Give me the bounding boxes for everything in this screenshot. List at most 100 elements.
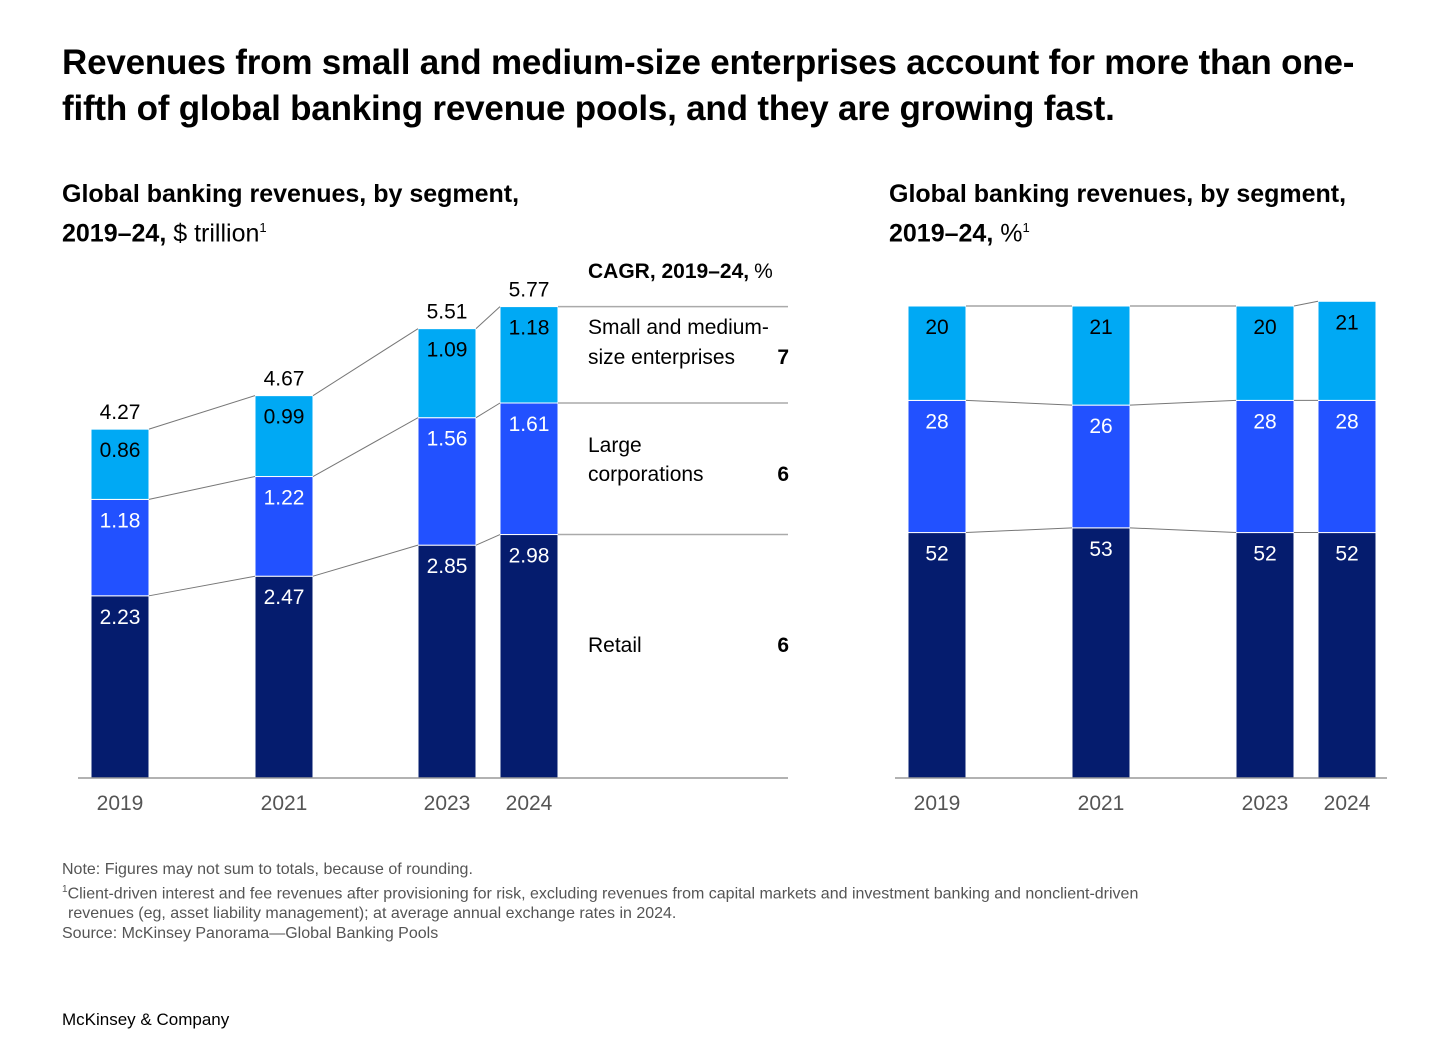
connector-line	[1129, 527, 1237, 534]
x-tick-2021: 2021	[1078, 792, 1125, 815]
connector-line	[475, 534, 501, 546]
note-text: Note: Figures may not sum to totals, bec…	[62, 861, 473, 878]
right-chart-title-years: 2019–24,	[889, 219, 994, 248]
bar-label-large-corp-2019: 28	[925, 410, 948, 433]
connector-line	[1129, 399, 1237, 406]
total-label-2019: 4.27	[100, 401, 141, 424]
source-text: Source: McKinsey Panorama—Global Banking…	[62, 925, 439, 943]
cagr-header-unit: %	[754, 260, 773, 283]
bar-label-sme-2019: 0.86	[100, 439, 141, 462]
bar-label-sme-2024: 21	[1335, 311, 1358, 334]
bar-label-large-corp-2019: 1.18	[100, 509, 141, 532]
connector-line	[148, 395, 256, 430]
bar-retail-2024	[499, 534, 559, 779]
bar-retail-2019	[90, 595, 150, 779]
legend-label-line2: corporations	[588, 463, 704, 486]
connector-line	[312, 544, 419, 577]
bar-retail-2021	[254, 575, 314, 779]
cagr-value: 7	[777, 346, 789, 369]
cagr-header-bold: CAGR, 2019–24,	[588, 260, 749, 283]
cagr-value: 6	[777, 634, 789, 657]
bar-label-sme-2024: 1.18	[509, 317, 550, 340]
total-label-2023: 5.51	[427, 301, 468, 324]
bar-retail-2024	[1317, 532, 1377, 779]
x-tick-2024: 2024	[1324, 792, 1371, 815]
connector-line	[965, 527, 1073, 534]
bar-sme-2021	[254, 395, 314, 478]
footnote-ref: 1	[259, 220, 267, 235]
bar-large-corp-2023	[417, 417, 477, 546]
connector-line	[1293, 300, 1319, 307]
bar-large-corp-2019	[90, 498, 150, 597]
connector-line	[965, 399, 1073, 406]
bar-retail-2021	[1071, 527, 1131, 779]
legend-label-line2: size enterprises	[588, 346, 735, 369]
footnote-ref: 1	[1022, 220, 1030, 235]
bar-label-large-corp-2023: 28	[1253, 410, 1276, 433]
right-chart-title: Global banking revenues, by segment, 201…	[889, 178, 1346, 250]
left-chart-title-years: 2019–24,	[62, 219, 167, 248]
bar-large-corp-2021	[254, 476, 314, 577]
x-tick-2021: 2021	[261, 792, 308, 815]
x-tick-2023: 2023	[1242, 792, 1289, 815]
footnote-text-cont: revenues (eg, asset liability management…	[68, 905, 677, 923]
bar-sme-2019	[90, 428, 150, 500]
bar-large-corp-2024	[499, 402, 559, 536]
bar-label-retail-2019: 52	[925, 543, 948, 566]
total-label-2021: 4.67	[264, 368, 305, 391]
chart-notes: Note: Figures may not sum to totals, bec…	[62, 860, 1138, 944]
bar-label-large-corp-2024: 1.61	[509, 413, 550, 436]
bar-label-sme-2019: 20	[925, 316, 948, 339]
bar-retail-2023	[417, 544, 477, 779]
connector-line	[148, 476, 256, 500]
bar-label-sme-2021: 0.99	[264, 406, 305, 429]
bar-sme-2023	[1235, 305, 1295, 401]
cagr-value: 6	[777, 463, 789, 486]
legend-label-line1: Small and medium-	[588, 316, 769, 339]
x-tick-2024: 2024	[506, 792, 553, 815]
bar-label-large-corp-2021: 26	[1089, 415, 1112, 438]
x-tick-2023: 2023	[424, 792, 471, 815]
bar-label-large-corp-2021: 1.22	[264, 487, 305, 510]
cagr-header: CAGR, 2019–24,%	[588, 260, 773, 283]
x-tick-2019: 2019	[97, 792, 144, 815]
x-tick-2019: 2019	[914, 792, 961, 815]
bar-label-retail-2023: 2.85	[427, 555, 468, 578]
left-chart-unit: $ trillion	[173, 219, 260, 248]
left-chart-title-line1: Global banking revenues, by segment,	[62, 180, 520, 208]
bar-label-retail-2023: 52	[1253, 543, 1276, 566]
bar-sme-2023	[417, 328, 477, 419]
bar-label-large-corp-2024: 28	[1335, 410, 1358, 433]
page-title: Revenues from small and medium-size ente…	[62, 43, 1355, 128]
footnote-mark: 1	[62, 884, 68, 895]
bar-label-retail-2024: 52	[1335, 543, 1358, 566]
connector-line	[148, 575, 256, 597]
legend-label-line1: Large	[588, 434, 642, 457]
bar-sme-2021	[1071, 305, 1131, 406]
right-chart-title-line1: Global banking revenues, by segment,	[889, 180, 1347, 208]
brand-logo: McKinsey & Company	[62, 1010, 230, 1029]
connector-line	[475, 402, 501, 419]
bar-label-sme-2023: 1.09	[427, 339, 468, 362]
bar-label-large-corp-2023: 1.56	[427, 428, 468, 451]
right-chart-unit: %	[1000, 219, 1023, 248]
bar-large-corp-2021	[1071, 404, 1131, 529]
bar-label-sme-2021: 21	[1089, 316, 1112, 339]
connector-line	[312, 328, 419, 397]
bar-sme-2024	[1317, 300, 1377, 401]
left-chart-title: Global banking revenues, by segment, 201…	[62, 178, 519, 250]
total-label-2024: 5.77	[509, 279, 550, 302]
bar-label-retail-2021: 53	[1089, 538, 1112, 561]
footnote-text: Client-driven interest and fee revenues …	[67, 885, 1139, 903]
bar-retail-2023	[1235, 532, 1295, 779]
bar-label-retail-2024: 2.98	[509, 545, 550, 568]
bar-large-corp-2024	[1317, 399, 1377, 534]
legend-label-line1: Retail	[588, 634, 642, 657]
bar-label-sme-2023: 20	[1253, 316, 1276, 339]
connector-line	[475, 306, 501, 330]
bar-label-retail-2021: 2.47	[264, 586, 305, 609]
bar-sme-2024	[499, 306, 559, 404]
bar-sme-2019	[907, 305, 967, 401]
connector-line	[312, 417, 419, 477]
